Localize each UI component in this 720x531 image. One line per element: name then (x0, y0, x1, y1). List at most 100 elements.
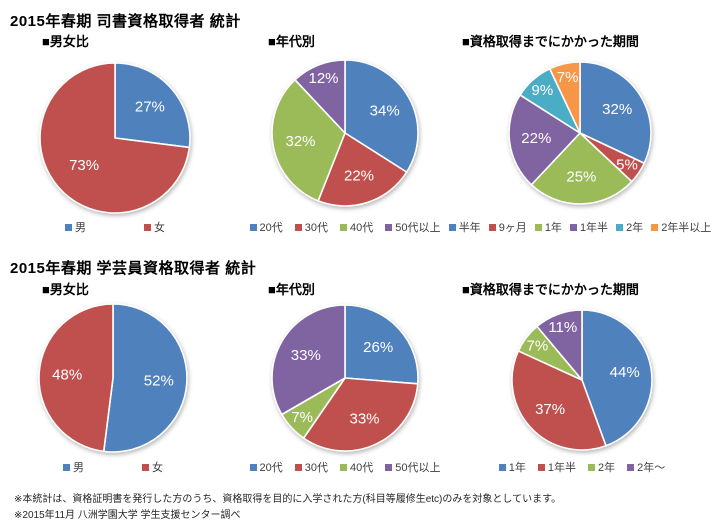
pie-curator-gender: 52% 48% (38, 303, 188, 453)
pie-slice (508, 94, 581, 186)
slice-label: 22% (521, 130, 551, 147)
legend-swatch-icon (249, 223, 257, 231)
legend-item: 2年〜 (627, 459, 665, 475)
legend-swatch-icon (569, 223, 577, 231)
legend-swatch-icon (144, 223, 151, 231)
pie-slice (548, 61, 581, 134)
legend-label: 1年 (508, 462, 526, 474)
legend-item: 40代 (340, 459, 373, 475)
chart-title-curator-gender: ■男女比 (42, 282, 89, 297)
legend-label: 30代 (304, 222, 328, 234)
chart-title-curator-duration: ■資格取得までにかかった期間 (462, 282, 639, 297)
slice-label: 33% (349, 410, 379, 427)
slice-label: 52% (144, 372, 174, 389)
pie-slice (294, 59, 346, 134)
legend-label: 2年 (626, 222, 644, 234)
chart-title-curator-age: ■年代別 (268, 282, 315, 297)
legend-swatch-icon (627, 463, 635, 471)
pie-slice (271, 78, 346, 202)
legend-item: 9ヶ月 (488, 219, 527, 235)
legend-swatch-icon (142, 463, 149, 471)
legend-label: 40代 (350, 222, 374, 234)
legend-item: 50代以上 (385, 219, 441, 235)
legend-label: 女 (154, 222, 165, 234)
slice-label: 33% (291, 347, 321, 364)
slice-label: 7% (527, 338, 549, 355)
legend-item: 1年 (498, 459, 526, 475)
pie-librarian-gender: 27% 73% (39, 62, 191, 214)
pie-slice (579, 61, 652, 165)
legend-swatch-icon (534, 223, 542, 231)
slice-label: 7% (291, 409, 313, 426)
legend-item: 半年 (448, 219, 481, 235)
legend-swatch-icon (448, 223, 456, 231)
legend-librarian-age: 20代 30代 40代 50代以上 (235, 220, 455, 234)
pie-slice (271, 304, 346, 416)
legend-swatch-icon (537, 463, 545, 471)
legend-label: 50代以上 (395, 222, 441, 234)
legend-item: 1年半 (569, 219, 609, 235)
slice-label: 27% (135, 99, 165, 116)
legend-label: 男 (75, 222, 86, 234)
slice-label: 48% (52, 367, 82, 384)
legend-label: 50代以上 (395, 462, 441, 474)
legend-librarian-gender: 男女 (5, 220, 225, 234)
slice-label: 44% (610, 364, 640, 381)
slice-label: 73% (69, 157, 99, 174)
slice-label: 11% (548, 319, 577, 336)
legend-swatch-icon (588, 463, 595, 471)
legend-librarian-duration: 半年 9ヶ月 1年 1年半 2年 2年半以上 (448, 219, 711, 235)
legend-curator-age: 20代 30代 40代 50代以上 (235, 460, 455, 474)
legend-label: 20代 (259, 462, 283, 474)
pie-slice (344, 304, 419, 385)
pie-slice (511, 350, 607, 451)
slice-label: 34% (370, 103, 400, 120)
chart-title-librarian-duration: ■資格取得までにかかった期間 (462, 34, 639, 49)
legend-label: 男 (73, 462, 84, 474)
legend-item: 30代 (294, 459, 328, 475)
legend-curator-gender: 男女 (3, 460, 223, 474)
pie-slice (102, 303, 188, 453)
legend-label: 1年半 (547, 462, 576, 474)
legend-swatch-icon (65, 223, 72, 231)
legend-label: 2年 (598, 462, 616, 474)
slice-label: 7% (557, 69, 579, 86)
legend-item: 男 (63, 459, 84, 475)
legend-label: 女 (152, 462, 163, 474)
pie-slice (536, 309, 583, 381)
slice-label: 5% (616, 156, 638, 173)
legend-item: 20代 (249, 459, 283, 475)
pie-librarian-age: 34% 22% 32% 12% (271, 59, 419, 207)
pie-slice (530, 132, 633, 205)
legend-item: 2年 (616, 219, 643, 235)
legend-label: 20代 (259, 222, 283, 234)
footnote-source: ※2015年11月 八洲学園大学 学生支援センター調べ (14, 510, 241, 521)
legend-label: 2年半以上 (661, 222, 712, 234)
slice-label: 32% (285, 133, 315, 150)
legend-item: 女 (144, 219, 165, 235)
legend-item: 男 (65, 219, 86, 235)
legend-swatch-icon (63, 463, 70, 471)
legend-label: 30代 (304, 462, 328, 474)
pie-librarian-duration: 32% 5% 25% 22% 9%7% (508, 61, 652, 205)
legend-label: 1年半 (579, 222, 609, 234)
legend-swatch-icon (249, 463, 257, 471)
page-title-librarian: 2015年春期 司書資格取得者 統計 (10, 13, 241, 30)
legend-item: 2年半以上 (651, 219, 711, 235)
footnote-scope: ※本統計は、資格証明書を発行した方のうち、資格取得を目的に入学された方(科目等履… (14, 494, 562, 505)
legend-swatch-icon (385, 463, 393, 471)
legend-swatch-icon (488, 223, 496, 231)
slice-label: 25% (566, 169, 596, 186)
slice-label: 12% (308, 70, 338, 87)
legend-item: 1年 (534, 219, 562, 235)
pie-slice (38, 303, 114, 453)
legend-swatch-icon (294, 223, 302, 231)
page-title-curator: 2015年春期 学芸員資格取得者 統計 (10, 260, 257, 277)
pie-slice (39, 62, 191, 214)
legend-label: 半年 (458, 222, 481, 234)
pie-slice (302, 377, 419, 452)
slice-label: 26% (363, 339, 393, 356)
legend-label: 2年〜 (637, 462, 666, 474)
legend-item: 40代 (340, 219, 373, 235)
legend-swatch-icon (340, 223, 347, 231)
